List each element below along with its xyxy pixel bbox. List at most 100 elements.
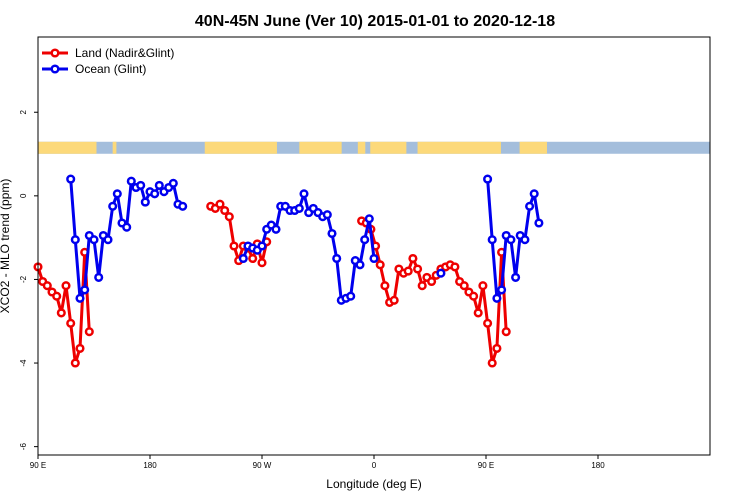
data-point (413, 264, 423, 274)
legend-label: Land (Nadir&Glint) (75, 46, 174, 60)
land-strip-segment (204, 141, 277, 154)
data-point (126, 176, 136, 186)
data-point (238, 253, 248, 264)
data-point (215, 199, 225, 209)
data-point (66, 318, 76, 328)
data-point (168, 178, 178, 188)
data-point (150, 189, 160, 199)
data-point (497, 285, 507, 295)
data-point (534, 218, 544, 228)
data-point (257, 241, 267, 251)
data-point (487, 358, 497, 368)
data-point (42, 281, 52, 291)
data-point (229, 241, 239, 251)
chart-title: 40N-45N June (Ver 10) 2015-01-01 to 2020… (195, 13, 555, 30)
series-ocean (66, 174, 544, 305)
y-tick-label: -4 (19, 359, 28, 367)
land-strip-segment (299, 141, 342, 154)
data-point (487, 235, 497, 245)
data-point (511, 272, 521, 282)
data-point (178, 201, 188, 211)
data-point (360, 235, 370, 245)
data-point (389, 295, 399, 305)
data-point (89, 235, 99, 245)
data-point (103, 235, 113, 245)
data-point (375, 260, 385, 270)
data-point (506, 235, 516, 245)
data-point (140, 197, 150, 207)
y-tick-label: 0 (19, 193, 28, 198)
legend-label: Ocean (Glint) (75, 62, 146, 76)
data-point (56, 308, 66, 318)
data-point (84, 327, 94, 337)
legend-swatch-marker (50, 64, 60, 74)
data-point (224, 212, 234, 222)
y-tick-label: -6 (19, 443, 28, 451)
data-point (492, 293, 502, 303)
y-axis-label: XCO2 - MLO trend (ppm) (0, 179, 12, 314)
data-point (492, 343, 502, 353)
land-strip-segment (519, 141, 547, 154)
data-point (403, 266, 413, 276)
land-strip-segment (370, 141, 407, 154)
data-point (257, 258, 267, 268)
data-point (483, 174, 493, 184)
data-point (380, 281, 390, 291)
data-point (525, 201, 535, 211)
land-strip-segment (357, 141, 366, 154)
data-point (459, 281, 469, 291)
series-line (360, 219, 508, 365)
x-tick-label: 180 (143, 461, 157, 470)
land-ocean-strip (38, 141, 710, 154)
data-point (80, 285, 90, 295)
data-point (450, 262, 460, 272)
data-point (136, 180, 146, 190)
data-point (299, 189, 309, 199)
y-tick-label: -2 (19, 275, 28, 283)
data-point (271, 224, 281, 234)
data-point (75, 293, 85, 303)
data-point (436, 268, 446, 278)
data-point (94, 272, 104, 282)
data-point (478, 281, 488, 291)
data-point (483, 318, 493, 328)
data-point (520, 235, 530, 245)
data-point (364, 214, 374, 224)
land-strip-segment (112, 141, 117, 154)
x-tick-label: 180 (591, 461, 605, 470)
data-point (346, 291, 356, 301)
legend-swatch-marker (50, 48, 60, 58)
data-point (332, 253, 342, 264)
data-point (294, 203, 304, 213)
x-tick-label: 0 (372, 461, 377, 470)
data-point (369, 253, 379, 264)
data-point (327, 228, 337, 239)
land-strip-segment (417, 141, 501, 154)
data-point (154, 180, 164, 190)
data-point (66, 174, 76, 184)
y-axis: -6 -4 -2 0 2 (19, 109, 38, 450)
data-point (355, 260, 365, 270)
data-point (220, 205, 230, 216)
data-point (70, 235, 80, 245)
series-layer (33, 174, 544, 368)
legend-item: Ocean (Glint) (42, 62, 146, 76)
data-point (427, 276, 437, 287)
data-point (108, 201, 118, 211)
x-tick-label: 90 E (30, 461, 46, 470)
data-point (75, 343, 85, 353)
x-tick-label: 90 W (253, 461, 272, 470)
data-point (408, 253, 418, 264)
data-point (248, 253, 258, 264)
legend: Land (Nadir&Glint) Ocean (Glint) (42, 46, 174, 76)
data-point (473, 308, 483, 318)
data-point (122, 222, 132, 232)
data-point (61, 281, 71, 291)
data-point (322, 210, 332, 220)
data-point (52, 291, 62, 301)
legend-item: Land (Nadir&Glint) (42, 46, 174, 60)
x-axis: 90 E 180 90 W 0 90 E 180 (30, 455, 605, 470)
x-axis-label: Longitude (deg E) (326, 477, 421, 491)
data-point (70, 358, 80, 368)
